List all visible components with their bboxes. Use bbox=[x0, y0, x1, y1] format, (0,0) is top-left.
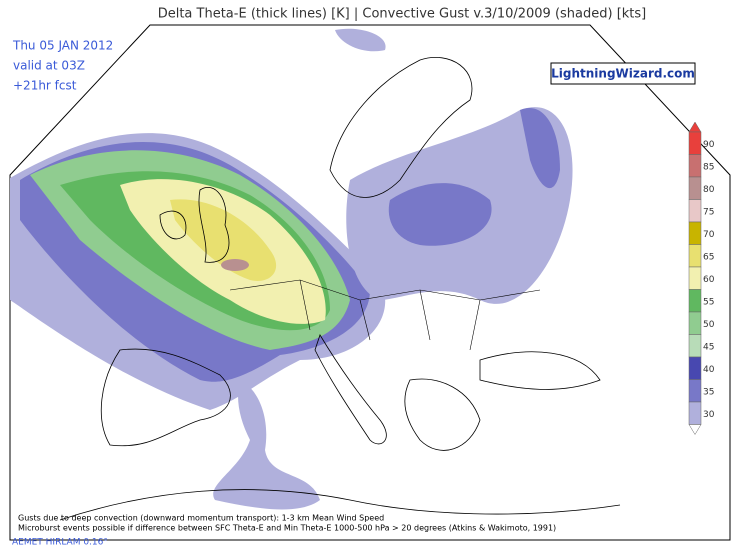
iberia bbox=[100, 348, 231, 447]
footer-note: Gusts due to deep convection (downward m… bbox=[18, 514, 384, 523]
title: Delta Theta-E (thick lines) [K] | Convec… bbox=[158, 7, 647, 22]
colorbar-label: 45 bbox=[703, 342, 714, 352]
coastlines bbox=[59, 57, 621, 521]
colorbar-swatch bbox=[688, 266, 702, 290]
colorbar-label: 70 bbox=[703, 230, 715, 240]
colorbar-swatch bbox=[688, 334, 702, 358]
colorbar-label: 60 bbox=[703, 275, 715, 285]
colorbar-swatch bbox=[688, 244, 702, 268]
colorbar-swatch bbox=[688, 221, 702, 245]
colorbar-swatch bbox=[688, 379, 702, 403]
shade-ne bbox=[520, 108, 560, 189]
italy bbox=[314, 334, 387, 445]
logo: LightningWizard.com bbox=[551, 67, 695, 81]
colorbar-swatch bbox=[688, 199, 702, 223]
shading bbox=[10, 28, 573, 510]
britain bbox=[198, 187, 230, 263]
borders bbox=[229, 279, 541, 351]
colorbar-swatch bbox=[688, 176, 702, 200]
colorbar: 90 85 80 75 70 65 60 55 50 45 40 35 30 bbox=[688, 121, 715, 435]
shade-east-inner bbox=[388, 183, 492, 246]
shade-north bbox=[335, 28, 386, 52]
colorbar-label: 40 bbox=[703, 365, 715, 375]
info-forecast: +21hr fcst bbox=[13, 79, 77, 93]
colorbar-label: 30 bbox=[703, 410, 715, 420]
logo-box bbox=[550, 62, 696, 85]
scandinavia bbox=[329, 57, 473, 198]
colorbar-label: 50 bbox=[703, 320, 715, 330]
info-date: Thu 05 JAN 2012 bbox=[12, 39, 113, 53]
colorbar-swatch bbox=[688, 131, 702, 155]
colorbar-label: 85 bbox=[703, 162, 714, 172]
shade-80 bbox=[221, 259, 249, 271]
colorbar-label: 75 bbox=[703, 207, 714, 217]
black-sea bbox=[479, 351, 601, 390]
footer-note: Microburst events possible if difference… bbox=[18, 524, 556, 533]
africa-coast bbox=[59, 489, 621, 521]
colorbar-swatch bbox=[688, 401, 702, 425]
colorbar-label: 80 bbox=[703, 185, 715, 195]
balkans bbox=[404, 378, 481, 451]
colorbar-label: 35 bbox=[703, 387, 714, 397]
info: Thu 05 JAN 2012 valid at 03Z +21hr fcst bbox=[12, 39, 113, 93]
colorbar-swatch bbox=[688, 289, 702, 313]
colorbar-swatch bbox=[688, 154, 702, 178]
colorbar-label: 65 bbox=[703, 252, 714, 262]
colorbar-label: 90 bbox=[703, 140, 715, 150]
model-label: AEMET HIRLAM 0.16° bbox=[12, 538, 108, 548]
colorbar-swatch bbox=[688, 311, 702, 335]
colorbar-arrow-bottom bbox=[688, 424, 702, 435]
colorbar-swatch bbox=[688, 356, 702, 380]
shade-south bbox=[213, 380, 320, 510]
colorbar-label: 55 bbox=[703, 297, 714, 307]
shade-65 bbox=[170, 199, 277, 281]
map bbox=[9, 24, 731, 541]
info-valid: valid at 03Z bbox=[13, 59, 85, 73]
